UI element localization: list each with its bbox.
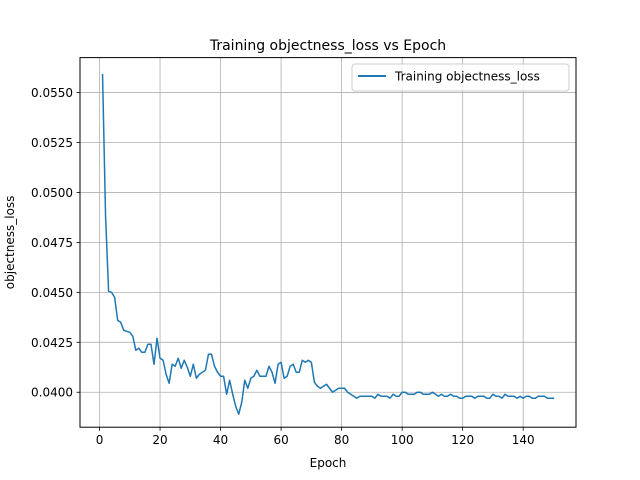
y-tick-label: 0.0525 xyxy=(31,136,73,150)
x-axis-ticks: 0 20 40 60 80 100 120 140 xyxy=(96,427,535,447)
y-axis-ticks: 0.0400 0.0425 0.0450 0.0475 0.0500 0.0525 0.05… xyxy=(31,86,80,400)
y-tick-label: 0.0400 xyxy=(31,386,73,400)
legend-box xyxy=(351,63,570,92)
series-layer xyxy=(101,73,555,415)
series-line xyxy=(101,73,555,415)
y-tick-label: 0.0425 xyxy=(31,336,73,350)
x-tick-label: 80 xyxy=(334,433,349,447)
y-tick-label: 0.0450 xyxy=(31,286,73,300)
y-tick-label: 0.0500 xyxy=(31,186,73,200)
x-axis-label: Epoch xyxy=(310,456,347,470)
y-tick-label: 0.0550 xyxy=(31,86,73,100)
chart-title: Training objectness_loss vs Epoch xyxy=(209,38,446,54)
x-tick-label: 120 xyxy=(451,433,474,447)
legend: Training objectness_loss xyxy=(351,63,570,92)
grid xyxy=(80,57,576,428)
x-tick-label: 40 xyxy=(213,433,228,447)
x-tick-label: 100 xyxy=(391,433,414,447)
x-tick-label: 60 xyxy=(273,433,288,447)
x-tick-label: 20 xyxy=(152,433,167,447)
x-tick-label: 0 xyxy=(96,433,104,447)
legend-label: Training objectness_loss xyxy=(394,70,540,84)
x-tick-label: 140 xyxy=(512,433,535,447)
y-tick-label: 0.0475 xyxy=(31,236,73,250)
y-axis-label: objectness_loss xyxy=(3,196,17,290)
